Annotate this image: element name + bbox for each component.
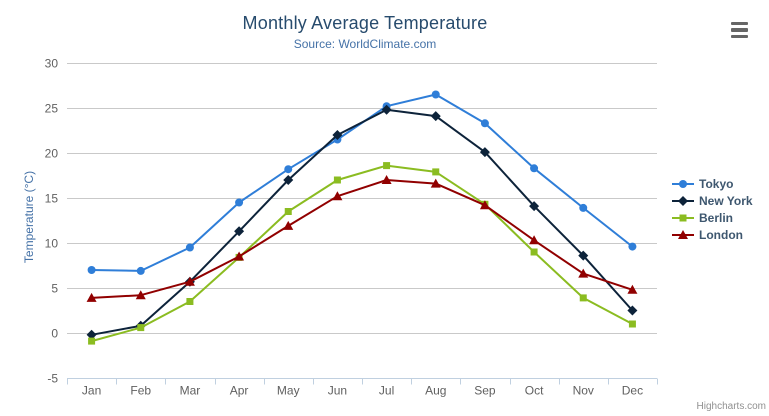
new-york-series-marker-icon	[672, 194, 694, 208]
svg-text:Oct: Oct	[525, 384, 544, 398]
svg-text:Sep: Sep	[474, 384, 496, 398]
hamburger-bar	[731, 28, 748, 32]
svg-text:Feb: Feb	[130, 384, 151, 398]
chart-title: Monthly Average Temperature	[242, 13, 488, 33]
svg-text:0: 0	[51, 327, 58, 341]
svg-text:Apr: Apr	[230, 384, 249, 398]
svg-text:Mar: Mar	[180, 384, 201, 398]
hamburger-bar	[731, 21, 748, 26]
legend-item-tokyo[interactable]: Tokyo	[672, 176, 753, 192]
svg-text:15: 15	[45, 192, 59, 206]
legend-item-london[interactable]: London	[672, 227, 753, 243]
svg-text:Aug: Aug	[425, 384, 446, 398]
hamburger-bar	[731, 34, 748, 39]
highcharts-credit[interactable]: Highcharts.com	[696, 401, 766, 412]
hamburger-menu-icon[interactable]	[731, 21, 749, 39]
legend-label: New York	[699, 194, 753, 208]
svg-text:Dec: Dec	[622, 384, 643, 398]
svg-text:Jun: Jun	[328, 384, 347, 398]
svg-text:Jan: Jan	[82, 384, 101, 398]
legend-item-berlin[interactable]: Berlin	[672, 210, 753, 226]
legend-label: Berlin	[699, 211, 734, 225]
svg-text:20: 20	[45, 147, 59, 161]
legend: Tokyo New York Berlin London	[672, 176, 753, 243]
legend-label: Tokyo	[699, 177, 734, 191]
svg-text:May: May	[277, 384, 300, 398]
svg-text:30: 30	[45, 57, 59, 71]
svg-text:5: 5	[51, 282, 58, 296]
berlin-series-marker-icon	[672, 211, 694, 225]
tokyo-series-marker-icon	[672, 177, 694, 191]
chart-subtitle: Source: WorldClimate.com	[293, 37, 437, 51]
svg-text:10: 10	[45, 237, 59, 251]
legend-item-new-york[interactable]: New York	[672, 193, 753, 209]
london-series-marker-icon	[672, 228, 694, 242]
svg-text:-5: -5	[47, 372, 58, 386]
svg-text:Jul: Jul	[379, 384, 394, 398]
svg-text:25: 25	[45, 102, 59, 116]
svg-text:Nov: Nov	[573, 384, 594, 398]
legend-label: London	[699, 228, 743, 242]
